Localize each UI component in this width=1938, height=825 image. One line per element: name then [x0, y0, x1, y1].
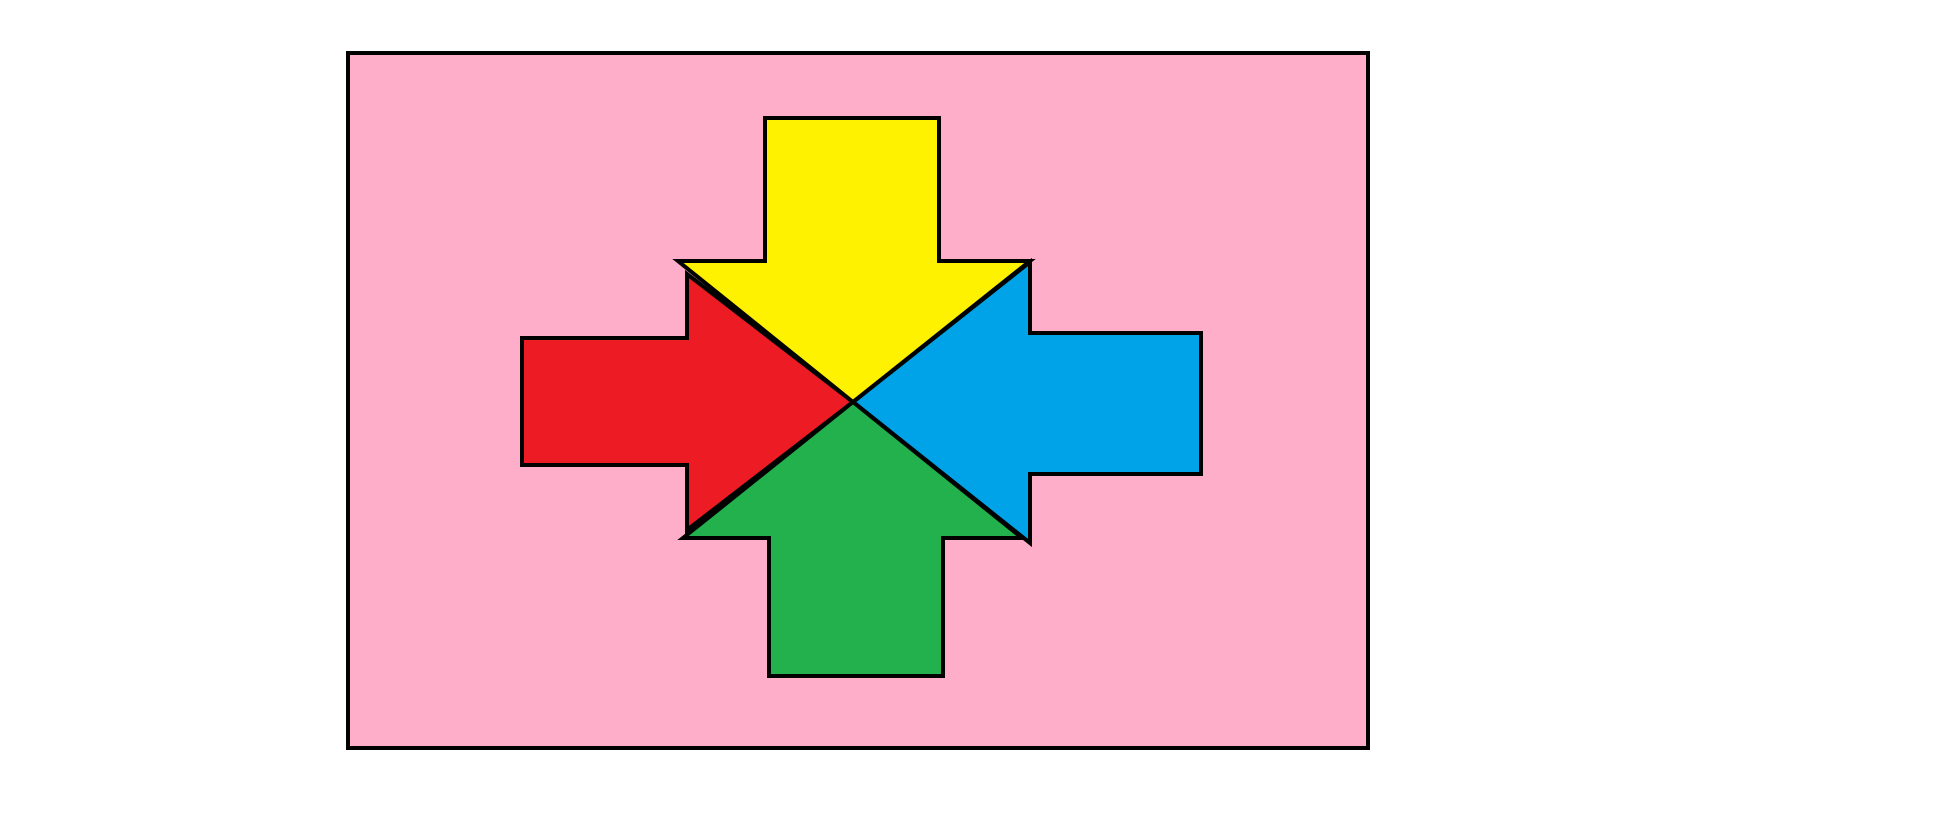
arrow-up-green — [677, 399, 1028, 678]
arrow-down-yellow — [672, 116, 1036, 405]
